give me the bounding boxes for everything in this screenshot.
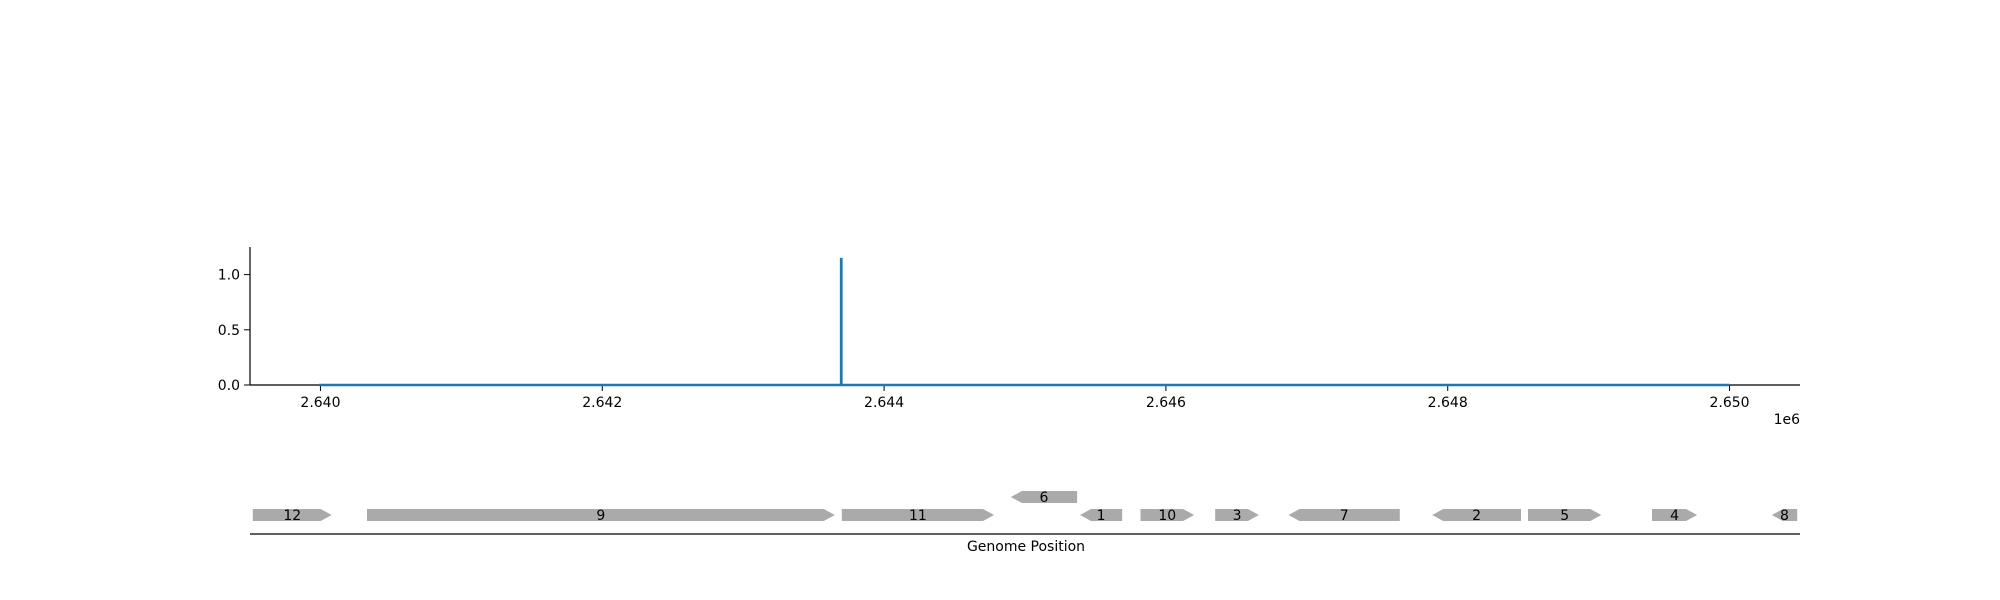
x-axis-label: Genome Position [967,539,1085,555]
gene-label-10: 10 [1158,508,1176,524]
signal-plot: 2.640 2.642 2.644 2.646 2.648 2.650 0.0 0.5 1.0… [218,247,1800,428]
y-tick-label: 0.0 [218,378,240,394]
gene-feature-11 [841,509,994,521]
x-tick-label: 2.650 [1709,395,1749,411]
gene-label-4: 4 [1670,508,1679,524]
gene-feature-7 [1288,509,1400,521]
x-tick-label: 2.644 [864,395,904,411]
gene-feature-2 [1432,509,1521,521]
gene-label-7: 7 [1340,508,1349,524]
gene-label-5: 5 [1560,508,1569,524]
gene-feature-4 [1652,509,1698,521]
gene-label-9: 9 [596,508,605,524]
gene-feature-1 [1080,509,1123,521]
gene-label-12: 12 [283,508,301,524]
gene-label-2: 2 [1472,508,1481,524]
gene-feature-8 [1771,509,1798,521]
gene-label-8: 8 [1780,508,1789,524]
gene-feature-12 [252,509,332,521]
gene-feature-5 [1528,509,1602,521]
x-tick-label: 2.646 [1146,395,1186,411]
gene-track: 12 9 11 6 1 10 3 7 2 5 4 8 Genome Position [250,490,1800,555]
gene-label-1: 1 [1097,508,1106,524]
signal-series-line [319,257,1730,387]
x-tick-label: 2.640 [300,395,340,411]
x-tick-label: 2.642 [582,395,622,411]
x-ticks: 2.640 2.642 2.644 2.646 2.648 2.650 [300,385,1750,411]
gene-label-3: 3 [1233,508,1242,524]
gene-label-11: 11 [909,508,927,524]
gene-feature-3 [1215,509,1259,521]
y-ticks: 0.0 0.5 1.0 [218,268,250,394]
y-tick-label: 0.5 [218,323,240,339]
gene-features: 12 9 11 6 1 10 3 7 2 5 4 8 [252,490,1798,524]
x-offset-label: 1e6 [1774,412,1801,428]
y-tick-label: 1.0 [218,268,240,284]
gene-label-6: 6 [1040,490,1049,506]
gene-feature-10 [1140,509,1195,521]
x-tick-label: 2.648 [1428,395,1468,411]
gene-feature-6 [1010,491,1078,503]
gene-feature-9 [367,509,835,521]
